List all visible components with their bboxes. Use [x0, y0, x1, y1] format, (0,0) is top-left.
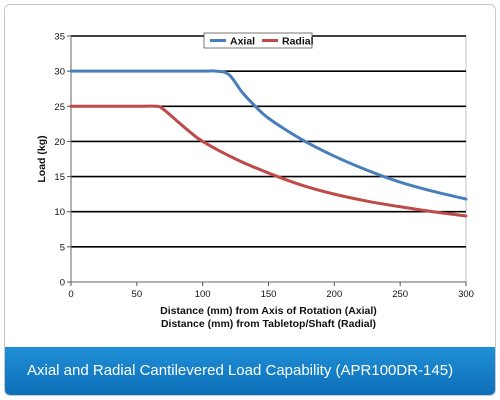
chart-card: Axial Radial 0 5 10 15 20 25 30 35 0 50 100 150 200 25… — [4, 4, 496, 396]
y-tick-label: 25 — [54, 102, 65, 113]
x-axis-title-line: Distance (mm) from Axis of Rotation (Axi… — [160, 305, 377, 317]
y-tick-label: 15 — [54, 172, 65, 183]
plot-area-border — [70, 35, 467, 283]
legend-label-axial: Axial — [230, 35, 255, 47]
y-tick-label: 10 — [54, 207, 65, 218]
chart-caption: Axial and Radial Cantilevered Load Capab… — [5, 347, 495, 395]
y-tick-label: 35 — [54, 32, 65, 43]
x-tick-label: 250 — [392, 289, 408, 300]
y-tick-label: 0 — [60, 278, 65, 289]
legend-box — [203, 32, 313, 49]
x-tick-label: 100 — [195, 289, 211, 300]
line-chart: Axial Radial 0 5 10 15 20 25 30 35 0 50 100 150 200 25… — [36, 32, 474, 331]
x-tick-label: 0 — [68, 289, 73, 300]
x-tick-label: 50 — [132, 289, 143, 300]
y-tick-label: 20 — [54, 137, 65, 148]
x-tick-label: 300 — [458, 289, 474, 300]
series-line-axial — [69, 69, 468, 201]
x-axis-title-line: Distance (mm) from Tabletop/Shaft (Radia… — [161, 318, 376, 330]
legend-label-radial: Radial — [282, 35, 314, 47]
y-axis-title: Load (kg) — [36, 135, 48, 182]
x-tick-label: 200 — [326, 289, 342, 300]
y-tick-label: 5 — [60, 242, 65, 253]
x-tick-label: 150 — [261, 289, 277, 300]
y-tick-label: 30 — [54, 67, 65, 78]
series-line-radial — [69, 104, 468, 218]
